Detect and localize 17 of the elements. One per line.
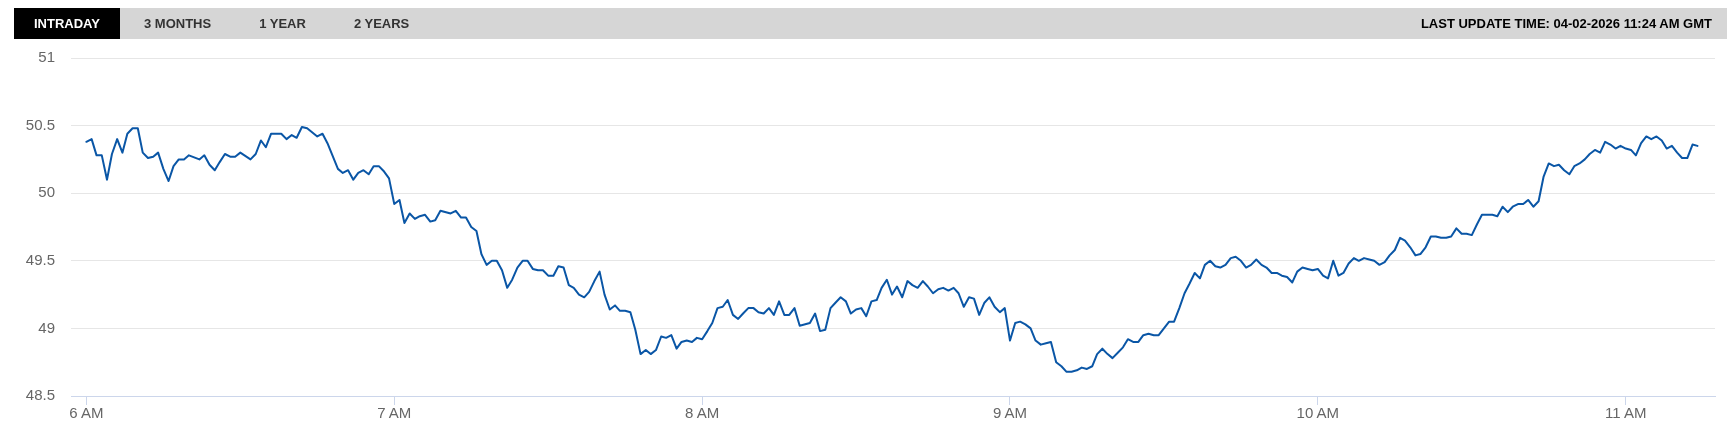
chart-subtitle: LAST UPDATE TIME: 04-02-2026 11:24 AM GMT bbox=[1420, 16, 1713, 31]
x-tick-label: 7 AM bbox=[377, 404, 412, 422]
y-tick-label: 50 bbox=[38, 183, 55, 201]
y-tick-label: 49 bbox=[38, 318, 55, 336]
y-tick-label: 48.5 bbox=[25, 386, 55, 404]
y-tick-label: 51 bbox=[38, 48, 55, 66]
x-tick-label: 8 AM bbox=[685, 404, 720, 422]
y-tick-label: 50.5 bbox=[25, 115, 55, 133]
y-tick-label: 49.5 bbox=[25, 250, 55, 268]
x-tick-label: 11 AM bbox=[1605, 404, 1647, 422]
x-tick-label: 10 AM bbox=[1296, 404, 1340, 422]
x-tick-label: 9 AM bbox=[992, 404, 1028, 422]
text: INTRADAY bbox=[14, 8, 120, 39]
text: 3 MONTHS bbox=[143, 15, 213, 33]
text: 2 YEARS bbox=[352, 15, 411, 33]
text: 1 YEAR bbox=[258, 15, 307, 33]
x-tick-label: 6 AM bbox=[69, 404, 104, 422]
